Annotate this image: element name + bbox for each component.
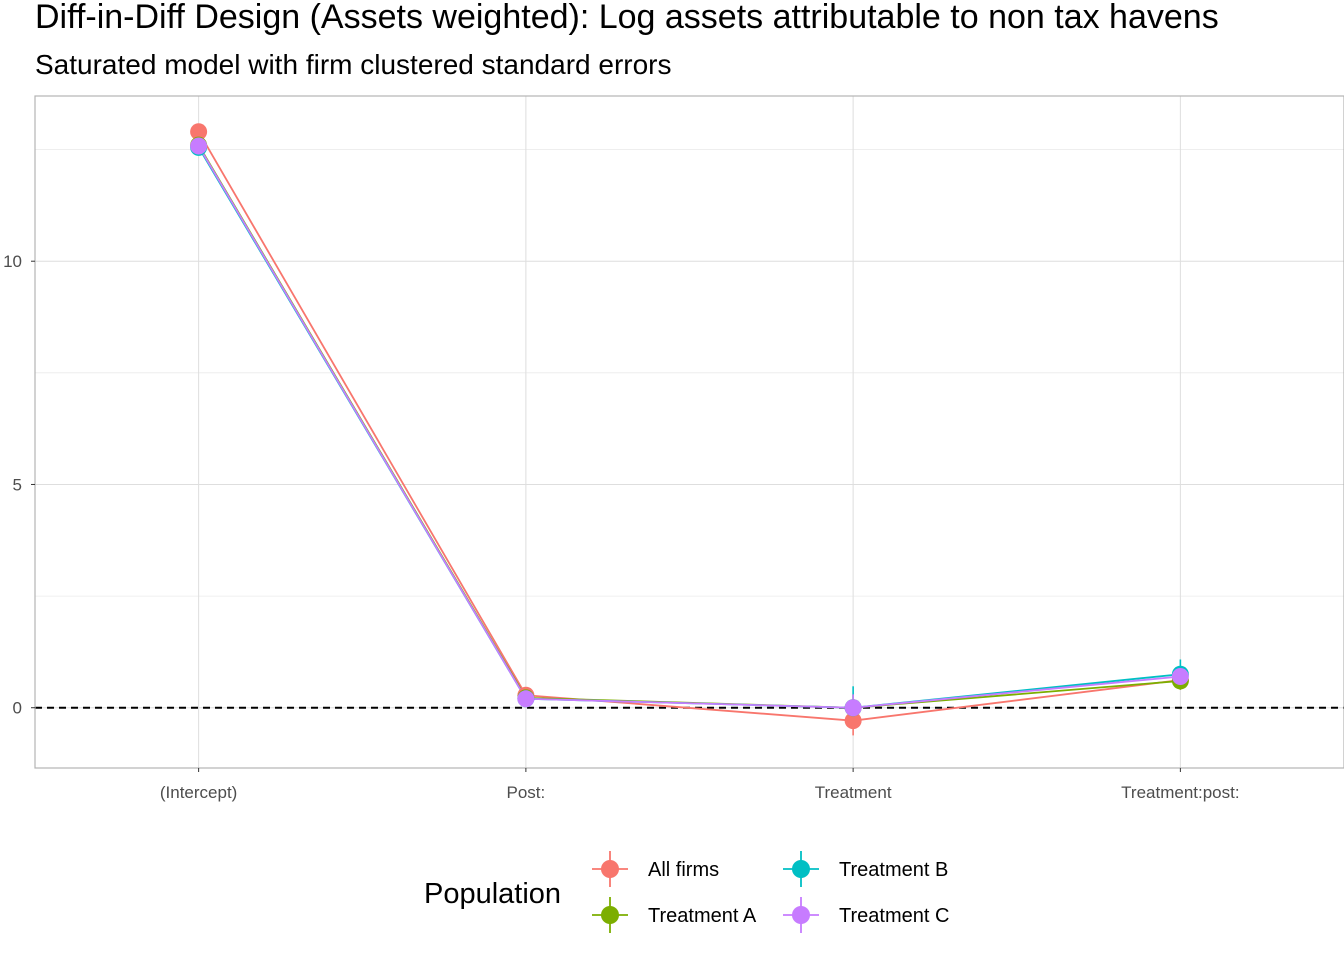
y-tick-label: 10: [3, 252, 22, 271]
x-tick-label: Treatment:post:: [1121, 783, 1239, 802]
data-point: [1171, 667, 1189, 685]
x-tick-label: (Intercept): [160, 783, 237, 802]
series-line: [197, 145, 1181, 709]
legend-label: All firms: [648, 859, 719, 881]
legend-label: Treatment A: [648, 905, 757, 927]
data-point: [190, 137, 208, 155]
x-axis: (Intercept) Post: Treatment Treatment:post:: [160, 768, 1240, 802]
y-tick-label: 0: [13, 699, 22, 718]
legend-label: Treatment B: [839, 859, 948, 881]
legend-key-point: [792, 860, 810, 878]
data-point: [190, 123, 208, 141]
legend-key-point: [792, 906, 810, 924]
plot-background: [35, 96, 1344, 768]
chart-title: Diff-in-Diff Design (Assets weighted): L…: [35, 0, 1219, 36]
x-tick-label: Post:: [507, 783, 546, 802]
data-point: [844, 699, 862, 717]
legend-label: Treatment C: [839, 905, 949, 927]
chart-subtitle: Saturated model with firm clustered stan…: [35, 49, 672, 80]
legend-title: Population: [424, 878, 561, 910]
x-tick-label: Treatment: [815, 783, 892, 802]
plot-series: [190, 123, 1189, 736]
series-line: [197, 131, 1181, 722]
data-point: [844, 712, 862, 730]
plot-border: [34, 95, 1344, 769]
legend-key-point: [601, 860, 619, 878]
legend-key-point: [601, 906, 619, 924]
plot-grid: [35, 96, 1344, 768]
y-axis: 0 5 10: [3, 252, 35, 718]
data-point: [517, 690, 535, 708]
legend: Population All firms Treatment A Treatment…: [424, 851, 949, 933]
y-tick-label: 5: [13, 475, 22, 494]
